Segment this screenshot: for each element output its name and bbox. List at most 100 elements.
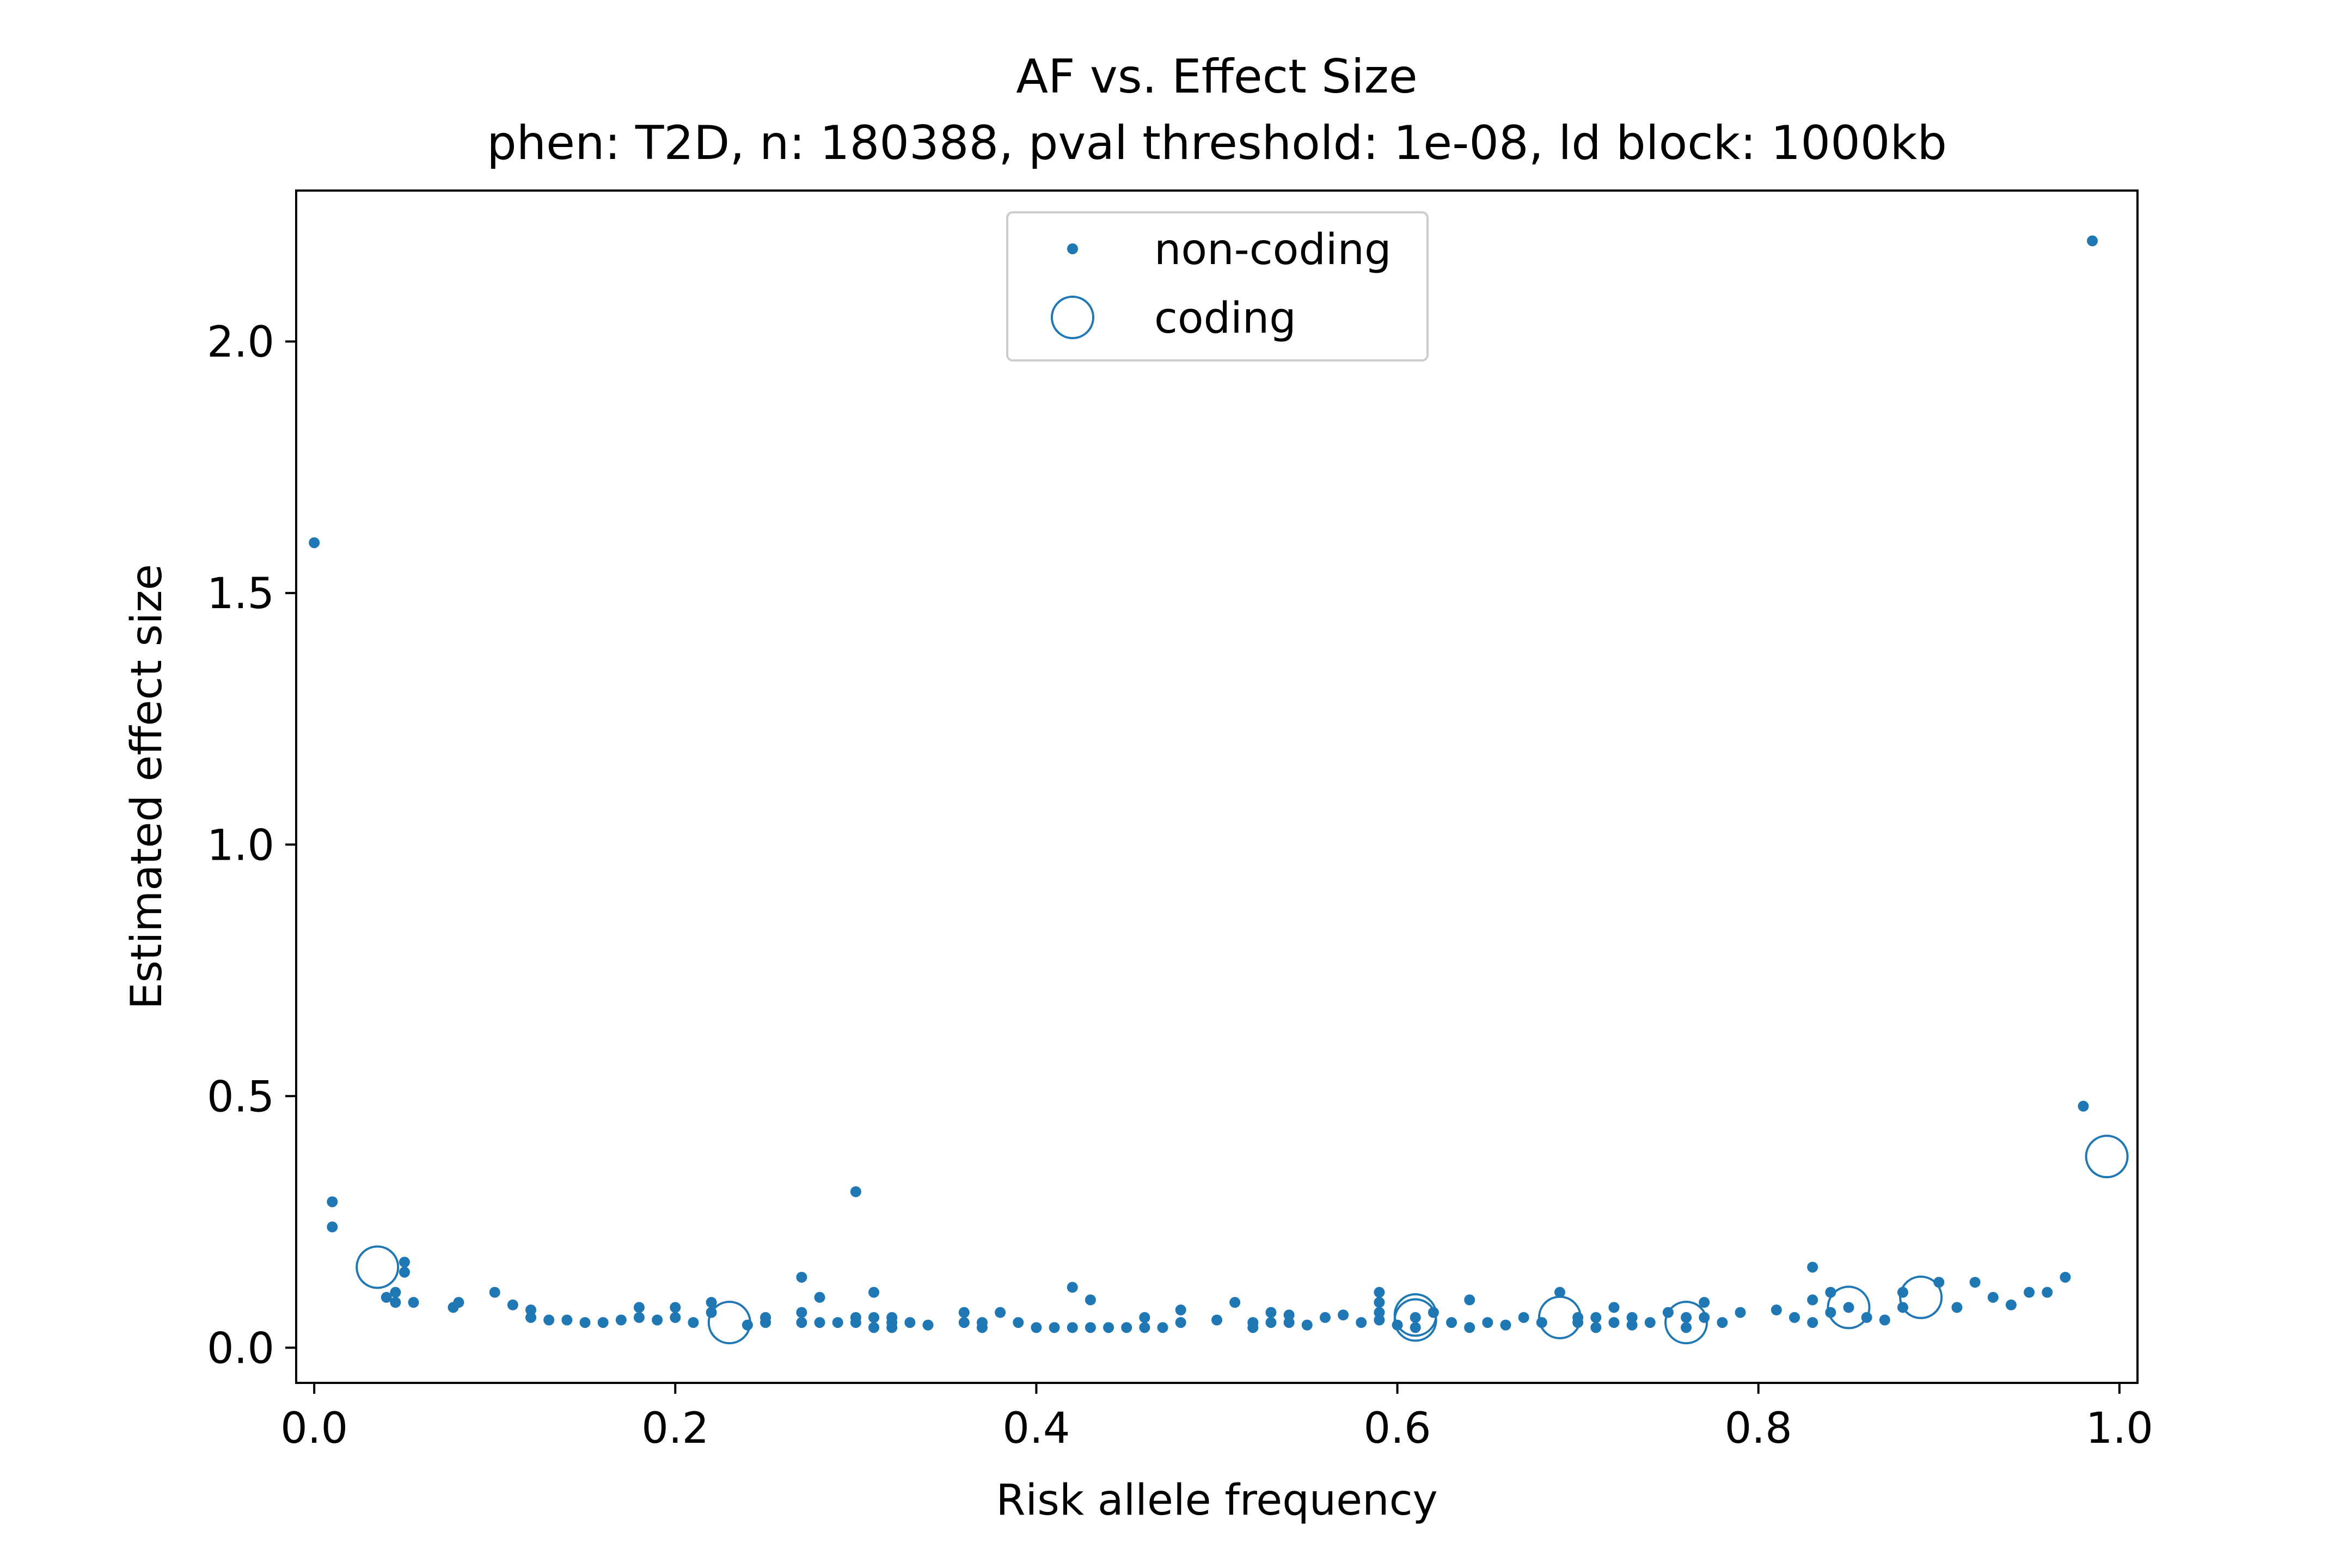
non-coding-point: [2042, 1287, 2053, 1298]
coding-point: [1538, 1295, 1582, 1339]
non-coding-point: [1464, 1322, 1475, 1333]
non-coding-point: [507, 1299, 518, 1310]
non-coding-point: [408, 1297, 419, 1308]
non-coding-point: [1067, 1322, 1078, 1333]
non-coding-point: [1139, 1322, 1150, 1333]
non-coding-point: [1843, 1302, 1854, 1313]
non-coding-point: [309, 537, 320, 548]
non-coding-point: [1139, 1312, 1150, 1323]
non-coding-point: [1211, 1314, 1222, 1326]
non-coding-point: [1049, 1322, 1060, 1333]
non-coding-point: [706, 1297, 717, 1308]
non-coding-point: [1626, 1319, 1638, 1331]
non-coding-point: [958, 1317, 970, 1328]
non-coding-point: [1969, 1277, 1981, 1288]
non-coding-point: [886, 1322, 898, 1333]
non-coding-point: [1771, 1304, 1782, 1316]
non-coding-point: [1175, 1304, 1186, 1316]
non-coding-point: [1013, 1317, 1024, 1328]
non-coding-point: [390, 1287, 401, 1298]
non-coding-point: [742, 1319, 753, 1331]
non-coding-point: [670, 1312, 681, 1323]
non-coding-point: [1807, 1261, 1818, 1273]
non-coding-point: [796, 1317, 807, 1328]
non-coding-point: [2024, 1287, 2035, 1298]
non-coding-point: [399, 1257, 410, 1268]
non-coding-point: [1410, 1322, 1421, 1333]
non-coding-point: [1265, 1307, 1277, 1318]
non-coding-point: [1374, 1287, 1385, 1298]
non-coding-point: [579, 1317, 591, 1328]
non-coding-point: [814, 1317, 825, 1328]
non-coding-point: [543, 1314, 555, 1326]
non-coding-point: [1319, 1312, 1331, 1323]
non-coding-point: [1067, 1282, 1078, 1293]
non-coding-point: [1338, 1309, 1349, 1321]
non-coding-point: [1283, 1317, 1295, 1328]
non-coding-point: [1644, 1317, 1656, 1328]
y-axis: 0.0 0.5 1.0 1.5 2.0: [207, 318, 296, 1373]
x-tick-label: 0.0: [280, 1404, 348, 1453]
non-coding-point: [1374, 1314, 1385, 1326]
legend: non-coding coding: [1006, 211, 1429, 362]
non-coding-point: [814, 1291, 825, 1303]
non-coding-point: [1807, 1317, 1818, 1328]
non-coding-point: [381, 1291, 392, 1303]
non-coding-point: [525, 1304, 537, 1316]
non-coding-point: [390, 1297, 401, 1308]
non-coding-point: [796, 1307, 807, 1318]
non-coding-point: [958, 1307, 970, 1318]
x-tick-label: 1.0: [2086, 1404, 2153, 1453]
non-coding-point: [597, 1317, 609, 1328]
non-coding-point: [1518, 1312, 1529, 1323]
non-coding-point: [1717, 1317, 1728, 1328]
non-coding-point: [995, 1307, 1006, 1318]
non-coding-point: [2087, 235, 2098, 247]
legend-label-non-coding: non-coding: [1154, 225, 1391, 274]
x-tick-label: 0.8: [1725, 1404, 1792, 1453]
non-coding-point: [1554, 1287, 1565, 1298]
non-coding-point: [1374, 1297, 1385, 1308]
non-coding-point: [1410, 1312, 1421, 1323]
y-tick-label: 1.0: [207, 821, 274, 870]
non-coding-point: [1031, 1322, 1042, 1333]
legend-circle-marker: [1051, 296, 1094, 339]
non-coding-point: [1590, 1312, 1602, 1323]
non-coding-point: [652, 1314, 663, 1326]
coding-point: [356, 1245, 400, 1289]
non-coding-point: [670, 1302, 681, 1313]
non-coding-point: [399, 1266, 410, 1278]
non-coding-point: [796, 1271, 807, 1283]
non-coding-point: [1735, 1307, 1746, 1318]
x-tick-label: 0.2: [641, 1404, 709, 1453]
non-coding-point: [1247, 1322, 1259, 1333]
legend-dot-marker: [1067, 243, 1078, 254]
y-tick-label: 0.0: [207, 1324, 274, 1373]
non-coding-point: [868, 1287, 880, 1298]
non-coding-point: [868, 1312, 880, 1323]
non-coding-point: [760, 1317, 771, 1328]
non-coding-point: [832, 1317, 843, 1328]
x-tick-label: 0.6: [1364, 1404, 1431, 1453]
non-coding-point: [1626, 1312, 1638, 1323]
non-coding-point: [327, 1196, 338, 1208]
coding-point: [1393, 1298, 1437, 1342]
plot-frame: [295, 189, 2139, 1384]
non-coding-point: [1374, 1307, 1385, 1318]
y-tick-label: 1.5: [207, 569, 274, 618]
non-coding-point: [1500, 1319, 1511, 1331]
legend-label-coding: coding: [1154, 294, 1296, 343]
non-coding-point: [1464, 1294, 1475, 1306]
non-coding-point: [2060, 1271, 2071, 1283]
non-coding-point: [976, 1322, 988, 1333]
coding-point: [1827, 1285, 1871, 1330]
non-coding-point: [633, 1312, 645, 1323]
data-marks: [309, 235, 2129, 1345]
non-coding-point: [922, 1319, 934, 1331]
chart-title: AF vs. Effect Size: [1016, 50, 1417, 104]
non-coding-point: [1229, 1297, 1241, 1308]
non-coding-point: [1085, 1294, 1096, 1306]
non-coding-point: [1951, 1302, 1963, 1313]
non-coding-point: [1608, 1302, 1620, 1313]
